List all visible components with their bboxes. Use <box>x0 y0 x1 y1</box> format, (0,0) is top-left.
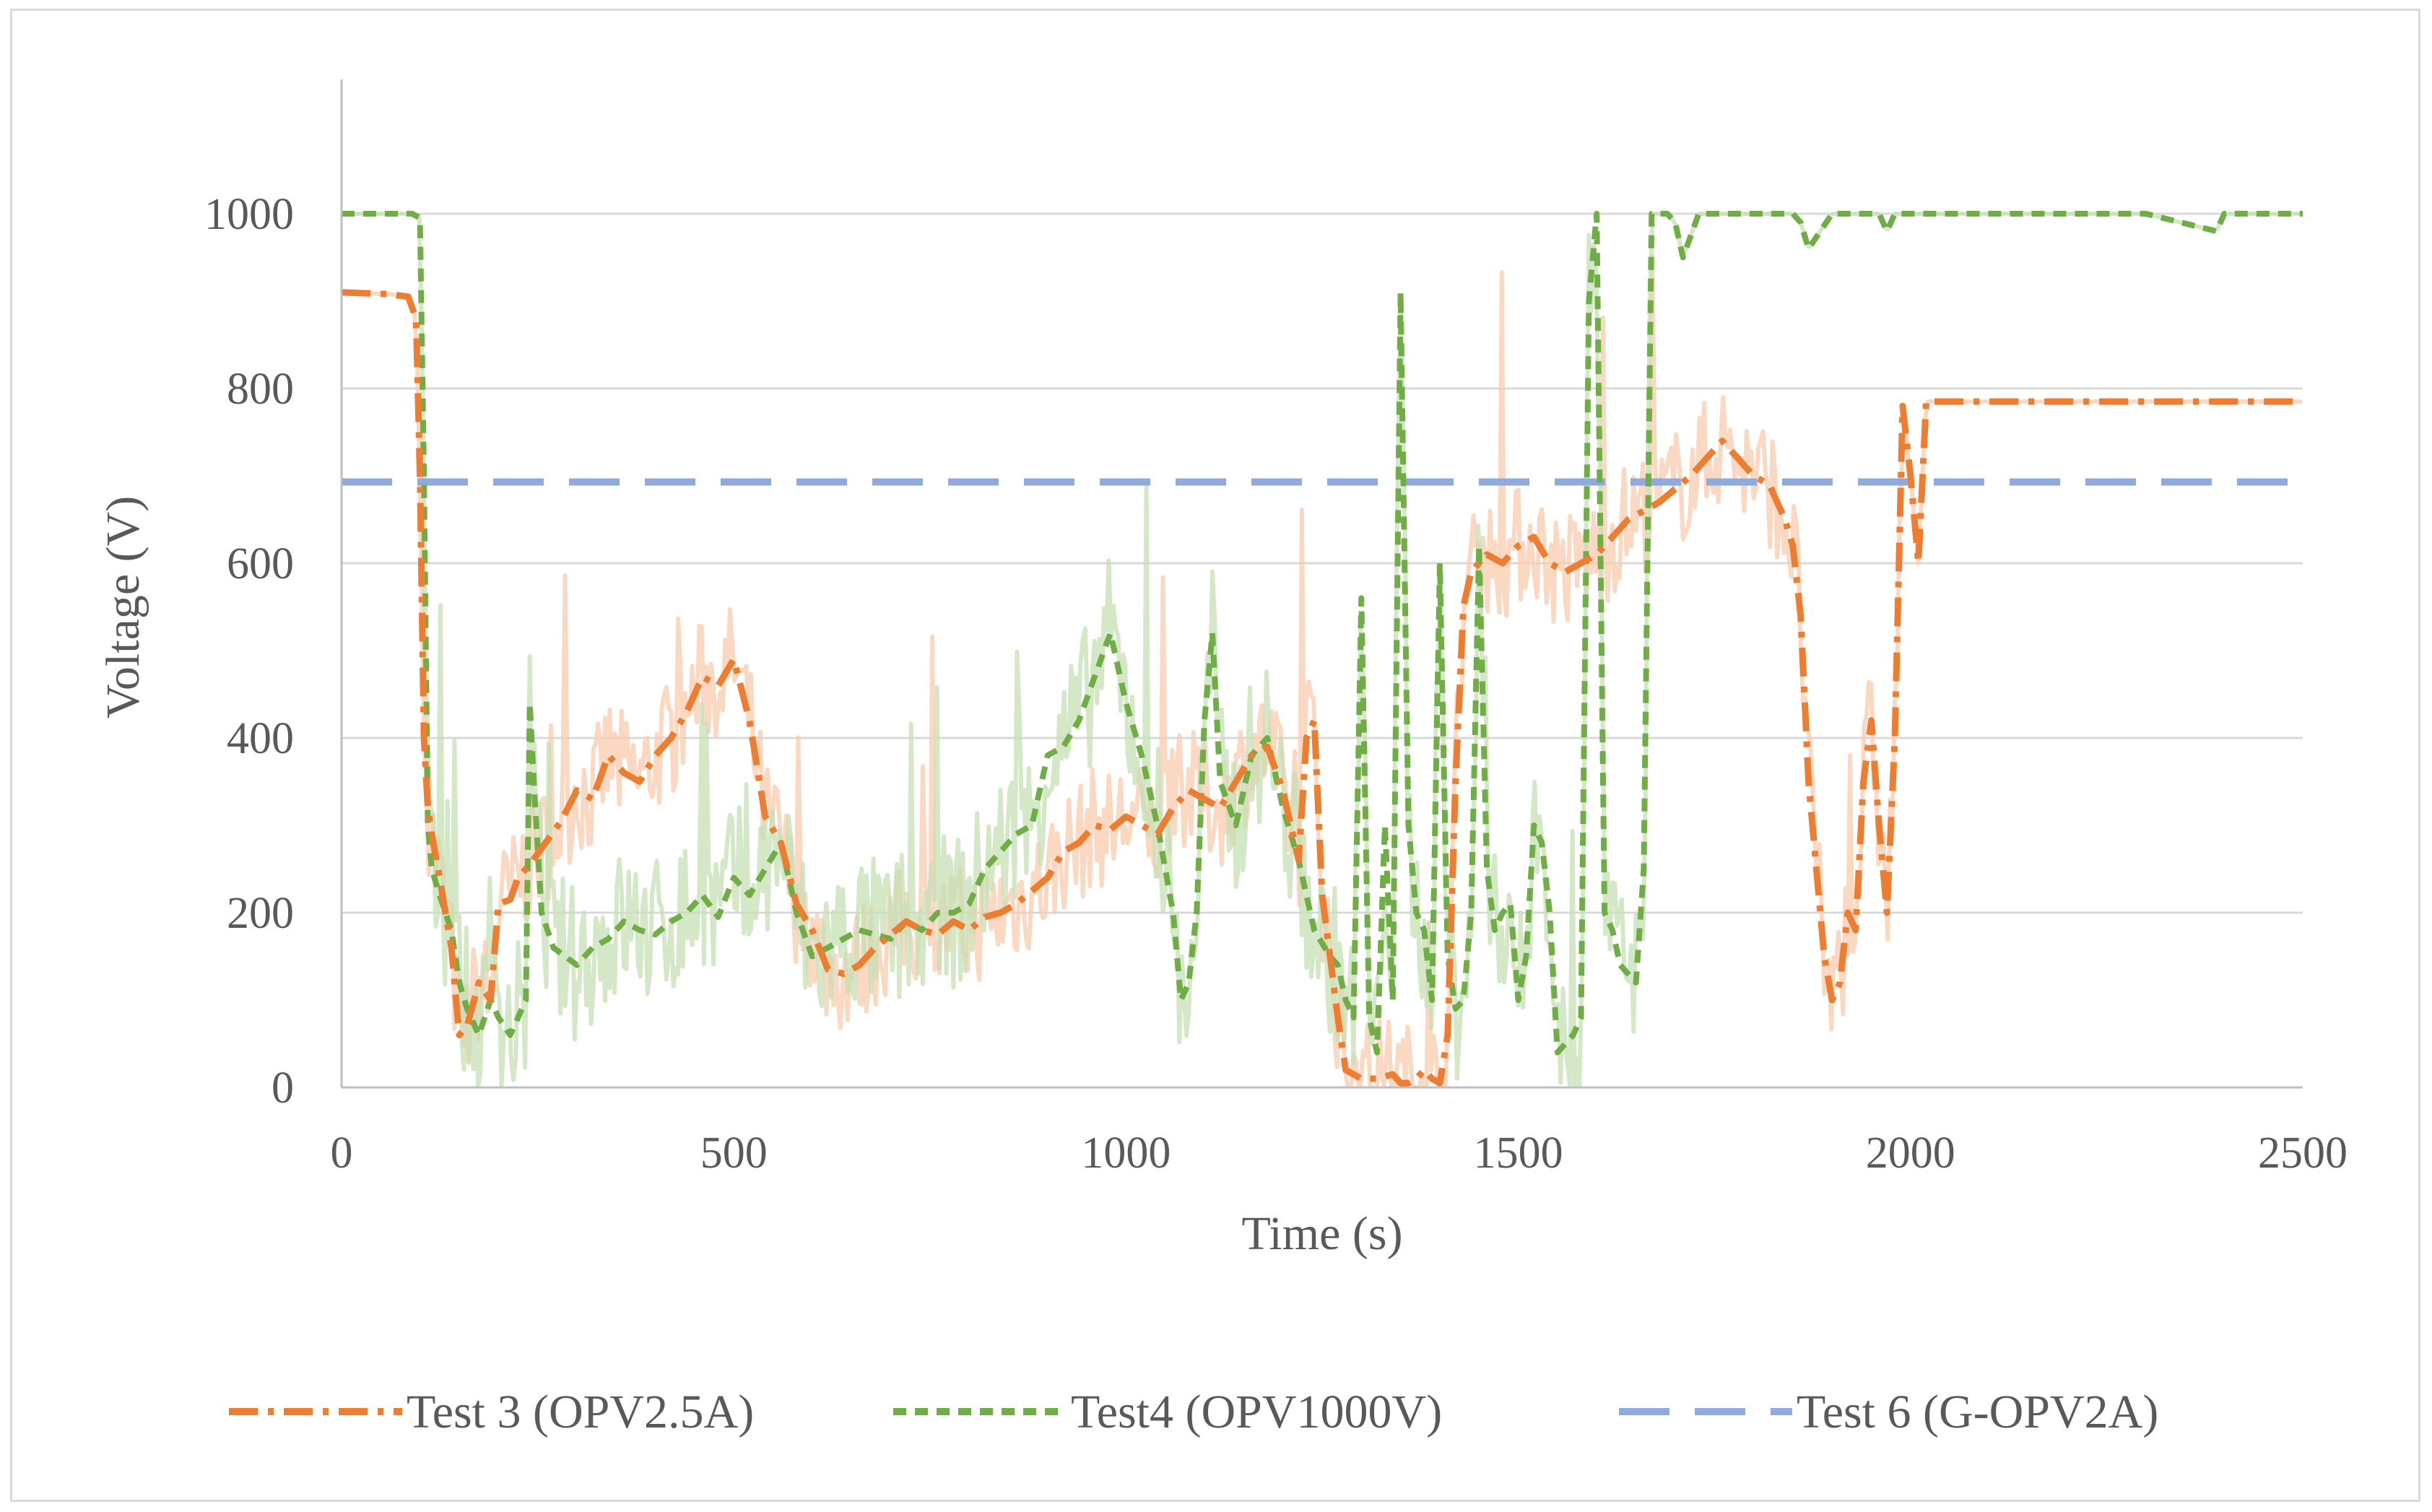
voltage-time-chart: 0 200 400 600 800 1000 0 500 1000 1500 2000 2500 T… <box>97 79 2348 1438</box>
y-tick-label: 1000 <box>204 190 294 239</box>
y-axis-title: Voltage (V) <box>97 496 149 719</box>
y-tick-labels: 0 200 400 600 800 1000 <box>204 190 294 1113</box>
legend-item-test4: Test4 (OPV1000V) <box>893 1386 1442 1438</box>
x-tick-label: 1500 <box>1474 1129 1563 1178</box>
test3-raw-signal <box>342 253 2302 1087</box>
series-test3-line <box>342 289 2303 1087</box>
gridlines <box>342 212 2303 914</box>
series-test4-line <box>342 211 2303 1056</box>
raw-signal-bands <box>342 212 2302 1087</box>
axes <box>340 79 2303 1089</box>
legend-item-test3: Test 3 (OPV2.5A) <box>229 1386 754 1438</box>
y-tick-label: 800 <box>227 365 294 414</box>
x-tick-label: 500 <box>700 1129 768 1178</box>
legend: Test 3 (OPV2.5A) Test4 (OPV1000V) Test 6… <box>229 1386 2158 1438</box>
legend-label-test6: Test 6 (G-OPV2A) <box>1797 1386 2158 1438</box>
x-tick-label: 2500 <box>2258 1129 2348 1178</box>
series-lines <box>342 211 2303 1087</box>
y-tick-label: 400 <box>227 714 294 763</box>
legend-label-test4: Test4 (OPV1000V) <box>1071 1386 1442 1438</box>
x-tick-label: 2000 <box>1866 1129 1955 1178</box>
y-tick-label: 600 <box>227 539 294 588</box>
y-tick-label: 200 <box>227 889 294 938</box>
y-tick-label: 0 <box>272 1064 294 1113</box>
x-tick-label: 1000 <box>1081 1129 1171 1178</box>
legend-label-test3: Test 3 (OPV2.5A) <box>407 1386 754 1438</box>
x-tick-labels: 0 500 1000 1500 2000 2500 <box>331 1129 2348 1178</box>
x-axis-title: Time (s) <box>1241 1207 1402 1260</box>
chart-frame: 0 200 400 600 800 1000 0 500 1000 1500 2000 2500 T… <box>10 9 2420 1502</box>
x-tick-label: 0 <box>331 1129 353 1178</box>
legend-item-test6: Test 6 (G-OPV2A) <box>1619 1386 2158 1438</box>
